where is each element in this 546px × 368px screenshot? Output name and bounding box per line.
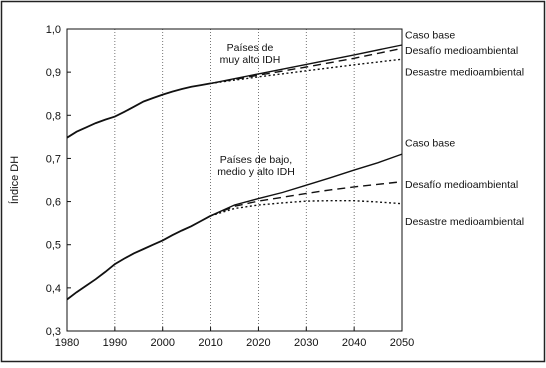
group-0-label-line-0: Países de xyxy=(227,42,274,54)
group-0-series-1-label: Desafío medioambiental xyxy=(405,45,518,57)
y-tick-label-0,7: 0,7 xyxy=(46,153,61,165)
plot-border xyxy=(66,28,403,332)
group-0-label-line-1: muy alto IDH xyxy=(220,54,281,66)
y-tick-label-0,5: 0,5 xyxy=(46,240,61,252)
group-0-series-0-line xyxy=(210,44,403,85)
y-tick-label-1,0: 1,0 xyxy=(46,24,61,36)
group-1-label-line-0: Países de bajo, xyxy=(220,154,292,166)
x-tick-label-2030: 2030 xyxy=(294,337,318,349)
x-tick-label-2000: 2000 xyxy=(150,337,174,349)
y-tick-label-0,3: 0,3 xyxy=(46,326,61,338)
group-0-series-2-line xyxy=(210,58,403,85)
group-1-label-line-1: medio y alto IDH xyxy=(217,166,295,178)
group-1-series-1-line xyxy=(210,181,403,217)
group-0-series-1-line xyxy=(210,47,403,85)
x-tick-label-2010: 2010 xyxy=(198,337,222,349)
y-tick-label-0,6: 0,6 xyxy=(46,197,61,209)
x-tick-label-2050: 2050 xyxy=(390,337,414,349)
group-1-series-1-label: Desafío medioambiental xyxy=(405,179,518,191)
grid xyxy=(114,29,355,331)
y-tick-label-0,8: 0,8 xyxy=(46,110,61,122)
series-lines xyxy=(66,44,403,301)
x-tick-label-2020: 2020 xyxy=(246,337,270,349)
y-tick-label-0,9: 0,9 xyxy=(46,67,61,79)
ticks: 1980 1990 2000 2010 2020 2030 2040 2050 0,3 0,4 0,… xyxy=(46,24,415,349)
group-0-series-0-label: Caso base xyxy=(405,29,455,41)
y-axis-label: Índice DH xyxy=(8,156,21,204)
group-0-historical-line xyxy=(66,82,211,139)
group-1-series-2-label: Desastre medioambiental xyxy=(405,216,524,228)
group-1-series-0-line xyxy=(210,153,403,217)
group-0-series-2-label: Desastre medioambiental xyxy=(405,67,524,79)
x-tick-label-1980: 1980 xyxy=(55,337,79,349)
group-1-historical-line xyxy=(66,215,212,301)
group-1-series-0-label: Caso base xyxy=(405,138,455,150)
group-1-series-2-line xyxy=(210,199,403,217)
series-labels: Caso base Desafío medioambiental Desastre … xyxy=(217,29,524,228)
x-tick-label-2040: 2040 xyxy=(342,337,366,349)
y-tick-label-0,4: 0,4 xyxy=(46,283,61,295)
x-tick-label-1990: 1990 xyxy=(103,337,127,349)
